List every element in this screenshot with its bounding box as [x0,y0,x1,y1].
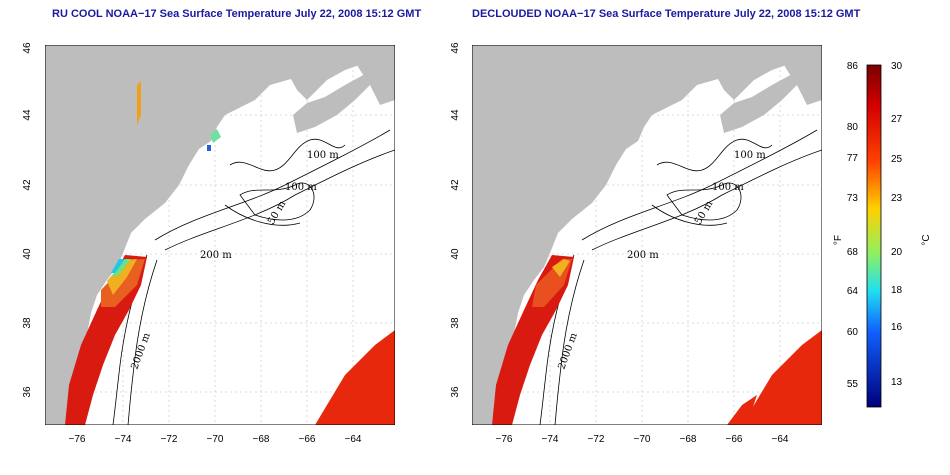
contour-label-50m-right: 50 m [693,199,715,227]
lat-tick-40: 40 [22,248,33,260]
sst-map-right: 100 m 100 m 50 m 200 m 2000 m [472,45,822,425]
sst-map-left: 100 m 100 m 50 m 200 m 2000 m [45,45,395,425]
lon-tick--74: −74 [115,434,132,445]
lat-axis-left: 46 44 42 40 38 36 [22,42,33,398]
colorbar-unit-c: °C [921,234,932,245]
lon-tick--76-right: −76 [496,434,513,445]
lat-tick-44: 44 [22,109,33,121]
colorbar-f-tick-80: 80 [847,122,859,133]
colorbar-c-tick-18: 18 [891,285,903,296]
lon-tick--64-right: −64 [772,434,789,445]
colorbar: 86 80 77 73 68 64 60 55 30 27 25 23 20 1… [833,61,932,408]
lon-tick--70-right: −70 [634,434,651,445]
contour-label-100m-b-right: 100 m [712,182,744,193]
nova-scotia-right [720,73,802,133]
colorbar-f-tick-73: 73 [847,193,859,204]
map-canvas-left: 100 m 100 m 50 m 200 m 2000 m [45,45,395,425]
contour-label-50m: 50 m [266,199,288,227]
lat-tick-42-right: 42 [450,179,461,191]
contour-label-200m-right: 200 m [627,250,659,261]
lon-tick--68-right: −68 [680,434,697,445]
land-left [45,45,370,425]
lon-tick--74-right: −74 [542,434,559,445]
lon-tick--76: −76 [69,434,86,445]
lat-tick-36-right: 36 [450,386,461,398]
bathymetry-contours-right [539,129,822,425]
contour-label-100m-a-right: 100 m [734,150,766,161]
lon-tick--66-right: −66 [726,434,743,445]
colorbar-f-tick-68: 68 [847,247,859,258]
contour-label-100m-a: 100 m [307,150,339,161]
colorbar-f-tick-77: 77 [847,153,859,164]
panel-title-left: RU COOL NOAA−17 Sea Surface Temperature … [52,8,422,20]
lat-axis-right: 46 44 42 40 38 36 [450,42,461,398]
colorbar-c-tick-25: 25 [891,154,903,165]
lat-tick-44-right: 44 [450,109,461,121]
colorbar-unit-f: °F [833,235,844,245]
sst-swath-left [65,81,395,425]
colorbar-c-tick-23: 23 [891,193,903,204]
colorbar-c-tick-13: 13 [891,377,903,388]
colorbar-c-tick-27: 27 [891,114,903,125]
lat-tick-46: 46 [22,42,33,54]
newfoundland-left [345,45,395,105]
lon-axis-right: −76 −74 −72 −70 −68 −66 −64 [496,434,789,445]
lat-tick-36: 36 [22,386,33,398]
lat-tick-38: 38 [22,317,33,329]
colorbar-c-tick-16: 16 [891,322,903,333]
lon-tick--72: −72 [161,434,178,445]
lon-tick--68: −68 [253,434,270,445]
contour-label-200m: 200 m [200,250,232,261]
colorbar-ramp [866,64,882,408]
lon-tick--70: −70 [207,434,224,445]
lon-axis-left: −76 −74 −72 −70 −68 −66 −64 [69,434,362,445]
nova-scotia-left [293,73,375,133]
sst-swath-right [492,255,822,425]
panel-title-right: DECLOUDED NOAA−17 Sea Surface Temperatur… [472,8,861,20]
colorbar-c-tick-30: 30 [891,61,903,72]
colorbar-f-tick-86: 86 [847,61,859,72]
lat-tick-46-right: 46 [450,42,461,54]
lon-tick--64: −64 [345,434,362,445]
lat-tick-38-right: 38 [450,317,461,329]
colorbar-c-tick-20: 20 [891,247,903,258]
lon-tick--66: −66 [299,434,316,445]
colorbar-f-tick-55: 55 [847,379,859,390]
colorbar-f-tick-64: 64 [847,286,859,297]
land-right [472,45,797,425]
contour-label-100m-b: 100 m [285,182,317,193]
map-canvas-right: 100 m 100 m 50 m 200 m 2000 m [472,45,822,425]
lat-tick-40-right: 40 [450,248,461,260]
lat-tick-42: 42 [22,179,33,191]
contour-label-2000m: 2000 m [129,331,153,371]
colorbar-f-tick-60: 60 [847,327,859,338]
newfoundland-right [772,45,822,105]
contour-label-2000m-right: 2000 m [556,331,580,371]
lon-tick--72-right: −72 [588,434,605,445]
